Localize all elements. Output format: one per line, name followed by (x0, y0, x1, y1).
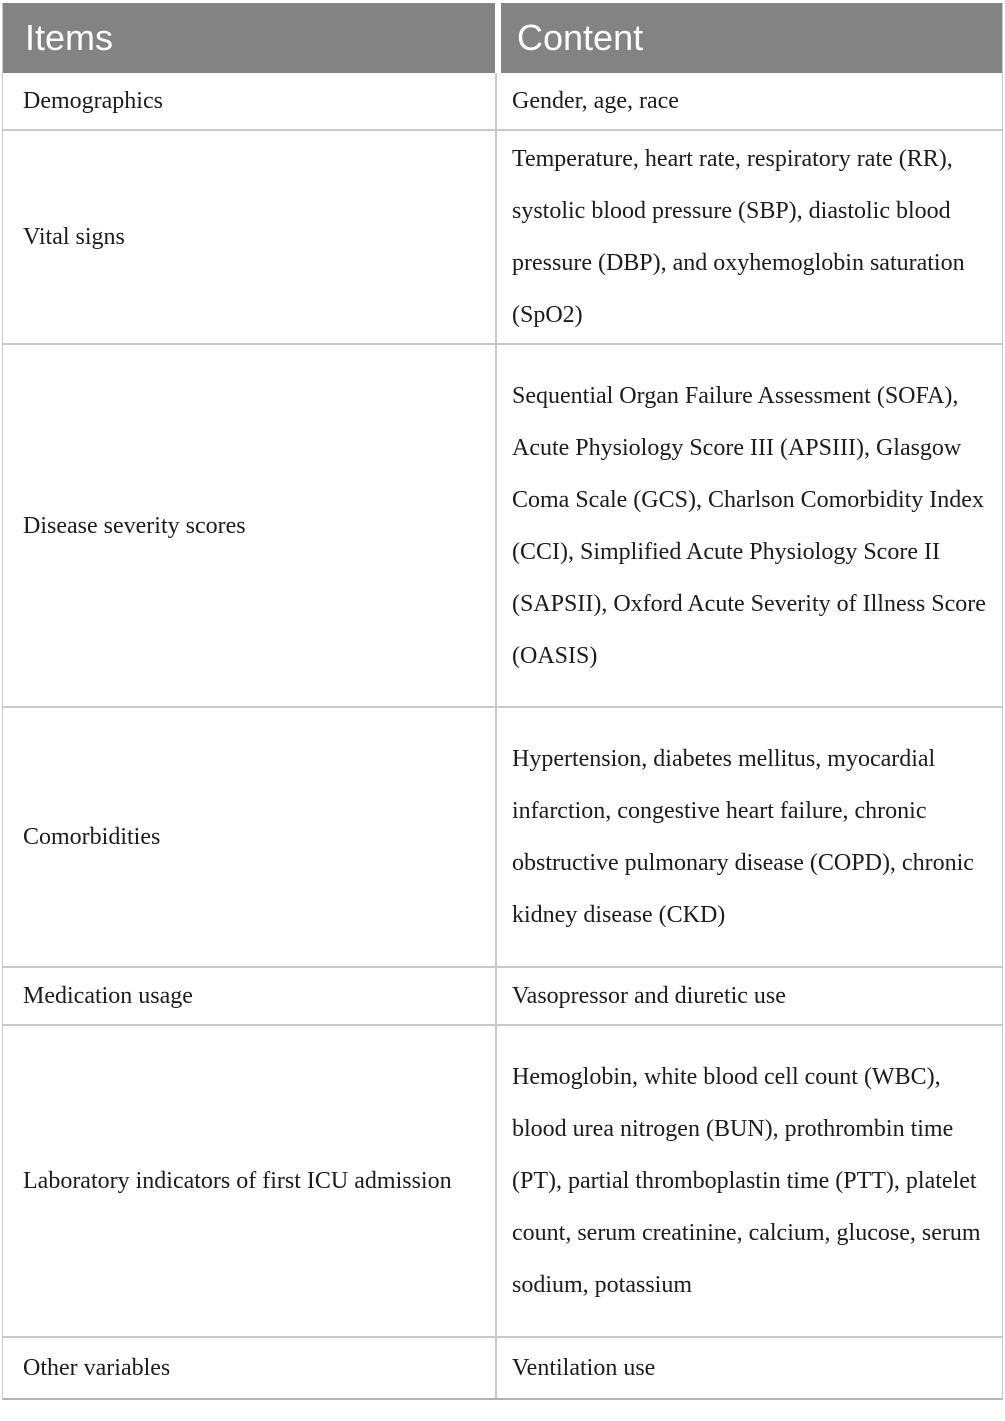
content-text: Hypertension, diabetes mellitus, myocard… (512, 746, 974, 928)
item-cell: Demographics (3, 73, 497, 129)
header-label-items: Items (25, 17, 114, 58)
item-text: Other variables (23, 1355, 171, 1381)
item-cell: Comorbidities (3, 708, 497, 966)
item-text: Demographics (23, 88, 163, 114)
content-cell: Ventilation use (497, 1338, 1002, 1398)
item-cell: Laboratory indicators of first ICU admis… (3, 1026, 497, 1336)
content-text: Hemoglobin, white blood cell count (WBC)… (512, 1064, 981, 1298)
content-cell: Sequential Organ Failure Assessment (SOF… (497, 345, 1002, 706)
content-cell: Vasopressor and diuretic use (497, 968, 1002, 1024)
table-row: Demographics Gender, age, race (3, 73, 1002, 131)
header-cell-content: Content (501, 3, 1002, 73)
content-text: Gender, age, race (512, 88, 679, 114)
item-text: Disease severity scores (23, 512, 246, 539)
variables-table: Items Content Demographics Gender, age, … (2, 3, 1003, 1400)
header-label-content: Content (517, 17, 644, 58)
table-row: Other variables Ventilation use (3, 1338, 1002, 1400)
item-text: Vital signs (23, 224, 125, 250)
item-text: Comorbidities (23, 824, 161, 850)
content-text: Sequential Organ Failure Assessment (SOF… (512, 382, 986, 669)
table-row: Comorbidities Hypertension, diabetes mel… (3, 708, 1002, 968)
content-text: Ventilation use (512, 1355, 656, 1381)
content-text: Temperature, heart rate, respiratory rat… (512, 146, 965, 328)
item-text: Medication usage (23, 983, 193, 1009)
table-row: Medication usage Vasopressor and diureti… (3, 968, 1002, 1026)
content-text: Vasopressor and diuretic use (512, 983, 786, 1009)
item-text: Laboratory indicators of first ICU admis… (23, 1168, 452, 1194)
table-row: Vital signs Temperature, heart rate, res… (3, 131, 1002, 345)
content-cell: Hypertension, diabetes mellitus, myocard… (497, 708, 1002, 966)
table-header-row: Items Content (3, 3, 1002, 73)
content-cell: Gender, age, race (497, 73, 1002, 129)
content-cell: Temperature, heart rate, respiratory rat… (497, 131, 1002, 343)
header-cell-items: Items (3, 3, 495, 73)
item-cell: Other variables (3, 1338, 497, 1398)
table-row: Disease severity scores Sequential Organ… (3, 345, 1002, 708)
table-row: Laboratory indicators of first ICU admis… (3, 1026, 1002, 1338)
item-cell: Vital signs (3, 131, 497, 343)
item-cell: Medication usage (3, 968, 497, 1024)
content-cell: Hemoglobin, white blood cell count (WBC)… (497, 1026, 1002, 1336)
item-cell: Disease severity scores (3, 345, 497, 706)
